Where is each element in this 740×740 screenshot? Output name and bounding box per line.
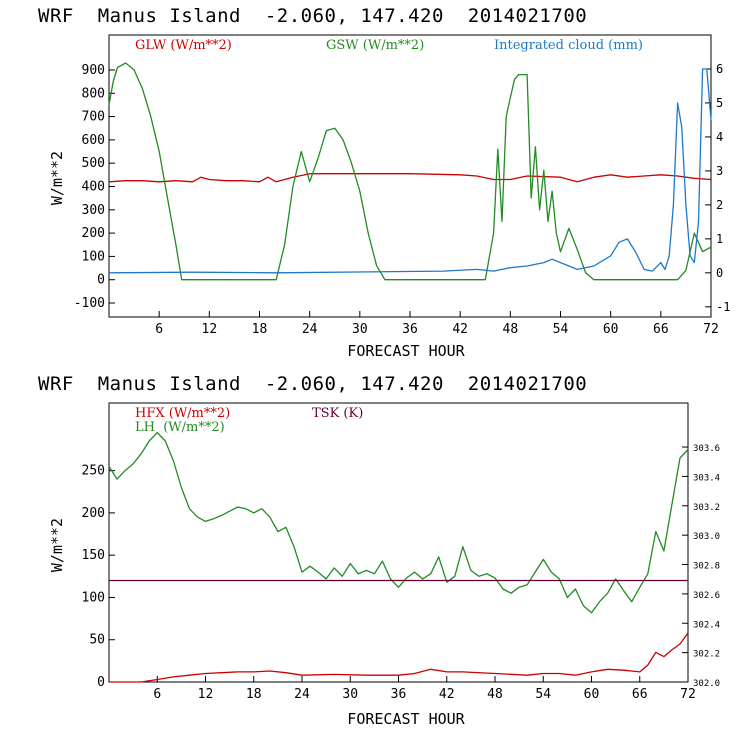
chart-2-title: WRF Manus Island -2.060, 147.420 2014021… bbox=[38, 373, 587, 395]
x-tick-label: 30 bbox=[342, 687, 358, 702]
x-tick-label: 66 bbox=[653, 322, 669, 337]
y-tick-label: 100 bbox=[82, 249, 105, 264]
y-tick-label: 200 bbox=[82, 226, 105, 241]
x-tick-label: 42 bbox=[439, 687, 455, 702]
chart-2-x-axis: 6 12 18 24 30 36 42 48 54 60 66 72 bbox=[153, 676, 696, 702]
x-tick-label: 60 bbox=[584, 687, 600, 702]
right-tick-label: 302.8 bbox=[693, 562, 720, 572]
x-tick-label: 60 bbox=[603, 322, 619, 337]
x-tick-label: 12 bbox=[202, 322, 218, 337]
x-tick-label: 18 bbox=[252, 322, 268, 337]
series-line-hfx bbox=[109, 632, 689, 683]
y-tick-label: -100 bbox=[74, 296, 105, 311]
right-tick-label: 302.2 bbox=[693, 650, 720, 660]
x-tick-label: 24 bbox=[294, 687, 310, 702]
y-tick-label: 0 bbox=[97, 273, 105, 288]
chart-1-legend-glw: GLW (W/m**2) bbox=[135, 38, 232, 53]
chart-1-series bbox=[108, 62, 712, 281]
chart-2-legend-lh: LH (W/m**2) bbox=[135, 420, 225, 435]
chart-1: WRF Manus Island -2.060, 147.420 2014021… bbox=[38, 5, 730, 360]
chart-2-legend-hfx: HFX (W/m**2) bbox=[135, 406, 230, 421]
x-tick-label: 6 bbox=[155, 322, 163, 337]
y-tick-label: 400 bbox=[82, 179, 105, 194]
chart-1-x-label: FORECAST HOUR bbox=[347, 342, 465, 360]
right-tick-label: 2 bbox=[716, 198, 723, 212]
right-tick-label: 303.0 bbox=[693, 532, 720, 542]
chart-1-right-axis: 6 5 4 3 2 1 0 -1 bbox=[705, 62, 730, 314]
y-tick-label: 200 bbox=[82, 506, 105, 521]
y-tick-label: 250 bbox=[82, 464, 105, 479]
chart-2-plot-frame bbox=[108, 402, 689, 683]
y-tick-label: 700 bbox=[82, 110, 105, 125]
right-tick-label: 302.0 bbox=[693, 679, 720, 689]
chart-1-x-axis: 6 12 18 24 30 36 42 48 54 60 66 72 bbox=[155, 311, 719, 337]
series-line-lh bbox=[108, 431, 689, 614]
right-tick-label: 6 bbox=[716, 62, 723, 76]
series-line-gsw bbox=[108, 62, 712, 281]
right-tick-label: 303.4 bbox=[693, 473, 720, 483]
x-tick-label: 6 bbox=[153, 687, 161, 702]
x-tick-label: 12 bbox=[198, 687, 214, 702]
y-tick-label: 600 bbox=[82, 133, 105, 148]
chart-2-right-axis: 303.6 303.4 303.2 303.0 302.8 302.6 302.4 302.2… bbox=[682, 444, 720, 689]
right-tick-label: 303.6 bbox=[693, 444, 720, 454]
x-tick-label: 66 bbox=[632, 687, 648, 702]
chart-1-legend-gsw: GSW (W/m**2) bbox=[326, 38, 424, 53]
x-tick-label: 24 bbox=[302, 322, 318, 337]
chart-2-y-axis: 250 200 150 100 50 0 bbox=[82, 464, 115, 690]
right-tick-label: 303.2 bbox=[693, 503, 720, 513]
series-line-glw bbox=[108, 173, 712, 183]
chart-2-x-label: FORECAST HOUR bbox=[347, 710, 465, 728]
x-tick-label: 54 bbox=[553, 322, 569, 337]
right-tick-label: 302.4 bbox=[693, 620, 720, 630]
chart-2-y-label: W/m**2 bbox=[48, 518, 66, 572]
x-tick-label: 36 bbox=[402, 322, 418, 337]
y-tick-label: 900 bbox=[82, 63, 105, 78]
x-tick-label: 72 bbox=[703, 322, 719, 337]
chart-1-title: WRF Manus Island -2.060, 147.420 2014021… bbox=[38, 5, 587, 27]
chart-2-legend-tsk: TSK (K) bbox=[312, 406, 363, 421]
chart-1-legend-cloud: Integrated cloud (mm) bbox=[494, 38, 643, 53]
right-tick-label: 302.6 bbox=[693, 591, 720, 601]
x-tick-label: 30 bbox=[352, 322, 368, 337]
right-tick-label: 4 bbox=[716, 130, 723, 144]
chart-2: WRF Manus Island -2.060, 147.420 2014021… bbox=[38, 373, 720, 728]
x-tick-label: 48 bbox=[503, 322, 519, 337]
right-tick-label: -1 bbox=[716, 300, 730, 314]
x-tick-label: 72 bbox=[680, 687, 696, 702]
x-tick-label: 48 bbox=[487, 687, 503, 702]
right-tick-label: 3 bbox=[716, 164, 723, 178]
right-tick-label: 1 bbox=[716, 232, 723, 246]
y-tick-label: 0 bbox=[97, 675, 105, 690]
x-tick-label: 54 bbox=[535, 687, 551, 702]
y-tick-label: 150 bbox=[82, 548, 105, 563]
y-tick-label: 300 bbox=[82, 203, 105, 218]
y-tick-label: 50 bbox=[89, 633, 105, 648]
x-tick-label: 36 bbox=[391, 687, 407, 702]
y-tick-label: 500 bbox=[82, 156, 105, 171]
x-tick-label: 42 bbox=[452, 322, 468, 337]
chart-1-y-axis: 900 800 700 600 500 400 300 200 100 0 -100 bbox=[74, 63, 115, 311]
right-tick-label: 5 bbox=[716, 96, 723, 110]
y-tick-label: 100 bbox=[82, 590, 105, 605]
x-tick-label: 18 bbox=[246, 687, 262, 702]
right-tick-label: 0 bbox=[716, 266, 723, 280]
chart-2-series bbox=[108, 431, 689, 683]
chart-1-y-label: W/m**2 bbox=[48, 151, 66, 205]
series-line-integrated bbox=[108, 68, 712, 274]
y-tick-label: 800 bbox=[82, 86, 105, 101]
